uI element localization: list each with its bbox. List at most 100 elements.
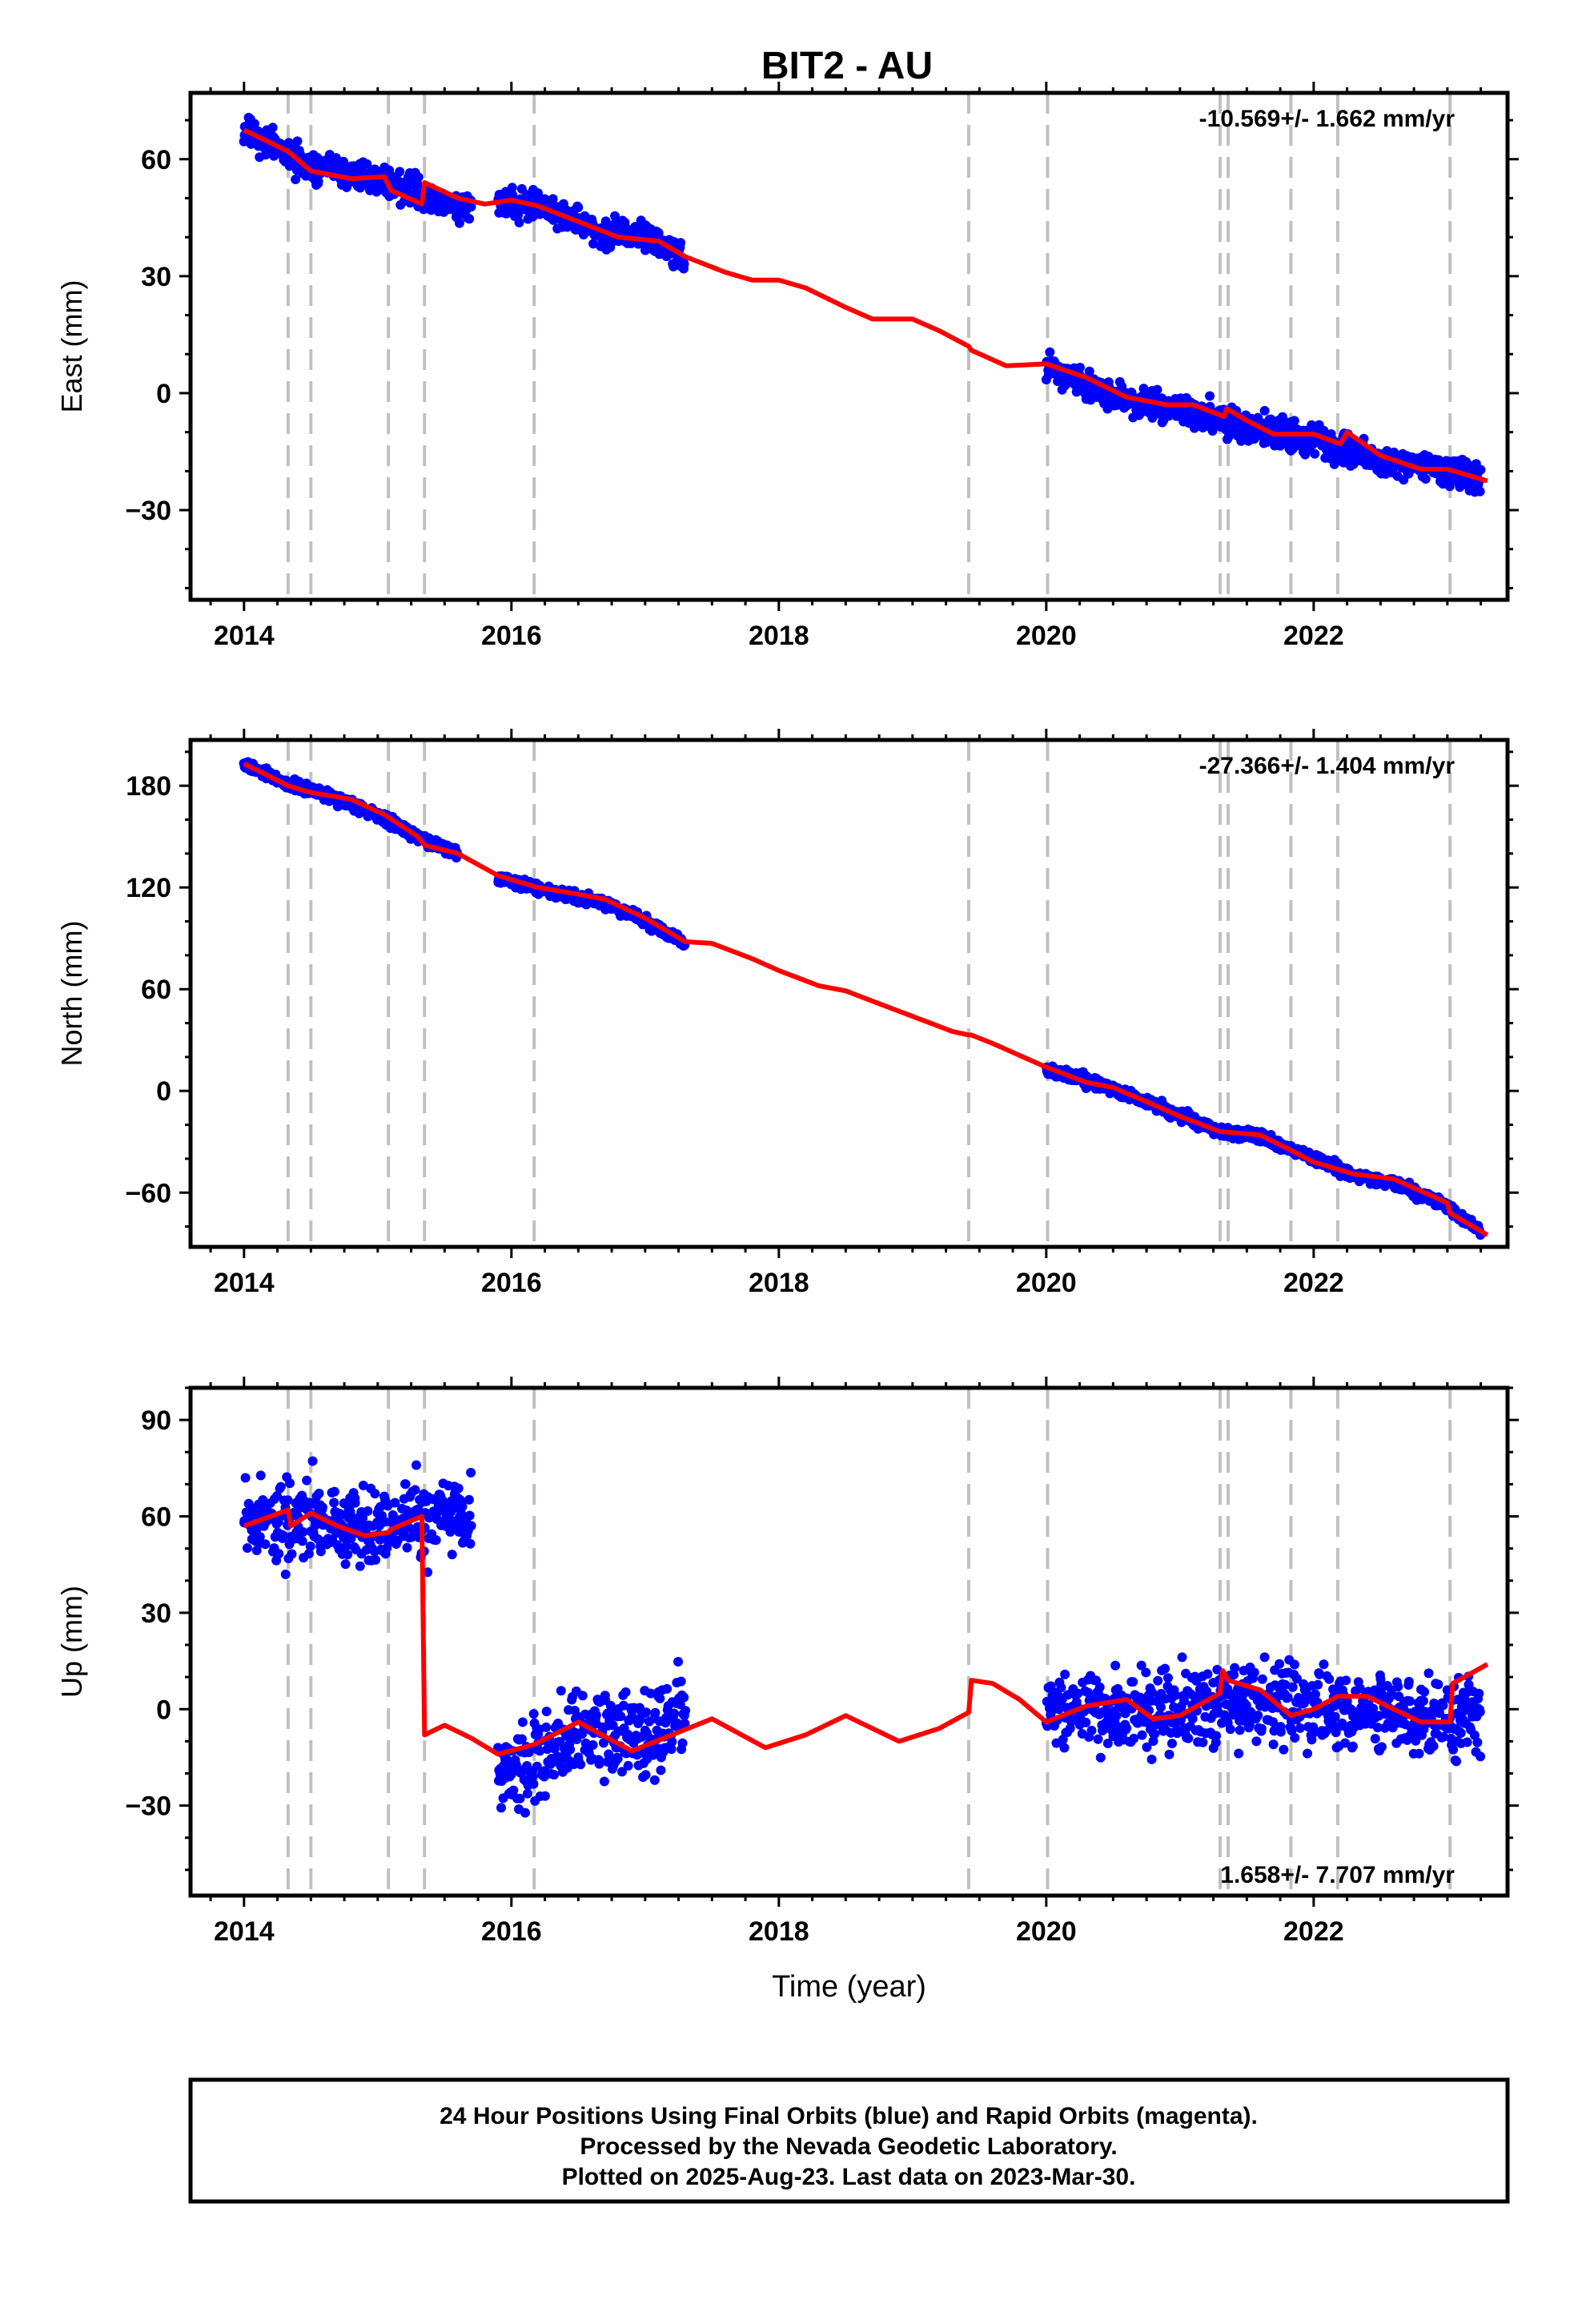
data-point <box>363 1506 373 1516</box>
data-point <box>305 1541 315 1551</box>
data-point <box>1418 1696 1428 1707</box>
data-point <box>520 1807 530 1818</box>
data-point <box>1275 1659 1285 1669</box>
data-point <box>1136 1660 1146 1671</box>
data-point <box>676 238 686 248</box>
data-point <box>466 1521 476 1531</box>
y-axis-label: East (mm) <box>55 280 88 413</box>
data-point <box>1403 1676 1414 1687</box>
data-point <box>612 1754 623 1764</box>
data-point <box>556 1686 566 1696</box>
data-point <box>331 153 341 163</box>
data-point <box>1257 1674 1267 1684</box>
data-point <box>541 1722 552 1732</box>
data-point <box>1129 1733 1139 1743</box>
rate-label: 1.658+/- 7.707 mm/yr <box>1220 1862 1455 1888</box>
data-point <box>1212 1664 1223 1675</box>
data-point <box>514 217 524 227</box>
data-point <box>1259 405 1270 416</box>
data-point <box>1213 1700 1223 1711</box>
data-point <box>1102 1738 1113 1748</box>
data-point <box>1211 1731 1222 1741</box>
data-point <box>645 1688 656 1699</box>
data-point <box>1111 1711 1122 1721</box>
data-point <box>400 1479 411 1490</box>
data-point <box>1160 1663 1170 1674</box>
data-point <box>1370 1734 1380 1744</box>
data-point <box>298 1527 308 1538</box>
data-point <box>274 1549 284 1559</box>
data-point <box>1249 1667 1259 1678</box>
data-point <box>1060 1669 1070 1679</box>
y-tick-label: 0 <box>156 1695 171 1725</box>
data-point <box>1319 1659 1329 1670</box>
x-tick-label: 2022 <box>1283 621 1344 651</box>
x-tick-label: 2018 <box>749 621 809 651</box>
data-point <box>1170 1690 1181 1700</box>
data-point <box>343 1550 353 1560</box>
data-point <box>1340 1738 1351 1748</box>
data-point <box>1205 391 1215 401</box>
x-tick-label: 2014 <box>214 621 275 651</box>
data-point <box>528 1779 539 1789</box>
data-point <box>535 1746 545 1756</box>
y-tick-label: −30 <box>125 1791 171 1822</box>
data-point <box>1094 1682 1105 1692</box>
data-point <box>297 1536 307 1546</box>
x-tick-label: 2016 <box>481 1268 542 1298</box>
data-point <box>240 1473 251 1483</box>
data-point <box>641 1707 652 1718</box>
data-point <box>1279 1744 1289 1755</box>
data-point <box>1093 1734 1103 1744</box>
data-point <box>411 1460 421 1470</box>
x-tick-label: 2020 <box>1016 1268 1077 1298</box>
data-point <box>1146 1687 1157 1698</box>
data-point <box>620 1687 631 1698</box>
data-point <box>1289 1659 1299 1670</box>
data-point <box>371 1554 381 1565</box>
data-point <box>272 1490 283 1501</box>
data-point <box>355 1561 365 1571</box>
y-tick-label: 0 <box>156 1076 171 1107</box>
footer-line-2: Processed by the Nevada Geodetic Laborat… <box>580 2133 1117 2160</box>
y-axis-label: Up (mm) <box>55 1586 88 1698</box>
x-tick-label: 2014 <box>214 1916 275 1947</box>
data-point <box>410 1485 420 1495</box>
data-point <box>1419 1687 1430 1697</box>
data-point <box>1203 1669 1213 1679</box>
plot-frame <box>188 90 1510 602</box>
data-point <box>285 1478 295 1489</box>
data-point <box>515 1793 525 1803</box>
data-point <box>1146 1754 1157 1764</box>
data-point <box>673 1657 684 1667</box>
data-point <box>464 1510 475 1521</box>
data-point <box>662 1683 673 1694</box>
data-point <box>390 1498 400 1508</box>
data-point <box>1411 1735 1421 1746</box>
data-point <box>679 1692 689 1703</box>
data-point <box>358 1480 368 1490</box>
data-point <box>1065 1723 1075 1734</box>
data-point <box>464 214 475 224</box>
data-point <box>1155 1702 1166 1712</box>
data-point <box>413 172 424 183</box>
data-point <box>1268 1739 1279 1750</box>
data-point <box>681 1706 691 1716</box>
plot-frame <box>188 1385 1510 1898</box>
data-point <box>1472 1737 1483 1747</box>
data-point <box>1056 1683 1066 1693</box>
data-point <box>1287 1682 1298 1692</box>
x-tick-label: 2020 <box>1016 621 1077 651</box>
data-point <box>315 1546 326 1557</box>
data-point <box>669 261 679 271</box>
data-point <box>623 1760 633 1771</box>
data-point <box>1355 1683 1365 1694</box>
data-point <box>565 1744 576 1755</box>
data-point <box>1372 1723 1383 1733</box>
data-point <box>676 1676 686 1687</box>
data-point <box>423 1567 433 1578</box>
